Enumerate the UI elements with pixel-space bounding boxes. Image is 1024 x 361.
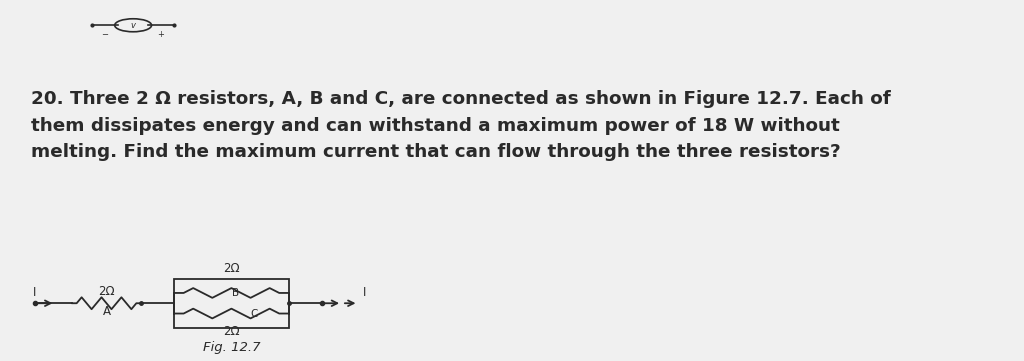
Text: B: B	[232, 288, 239, 298]
Bar	[174, 279, 289, 328]
Text: I: I	[33, 286, 36, 299]
Text: −: −	[101, 30, 108, 39]
Text: 20. Three 2 Ω resistors, A, B and C, are connected as shown in Figure 12.7. Each: 20. Three 2 Ω resistors, A, B and C, are…	[31, 90, 891, 161]
Text: v: v	[131, 21, 135, 30]
Text: 2Ω: 2Ω	[98, 285, 115, 298]
Text: 2Ω: 2Ω	[223, 325, 240, 338]
Text: +: +	[158, 30, 164, 39]
Text: A: A	[102, 305, 111, 318]
Text: Fig. 12.7: Fig. 12.7	[203, 341, 260, 354]
Text: C: C	[250, 309, 258, 319]
Text: I: I	[362, 286, 366, 299]
Text: 2Ω: 2Ω	[223, 262, 240, 275]
